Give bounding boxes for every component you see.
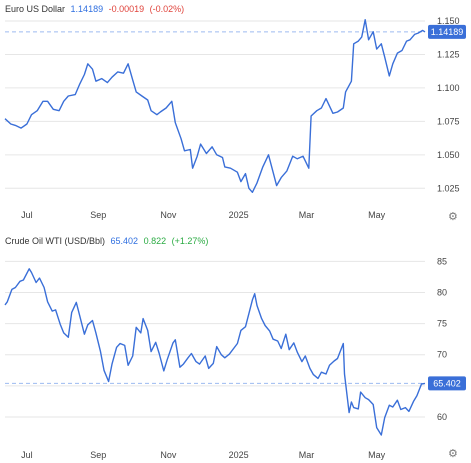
wti-header: Crude Oil WTI (USD/Bbl) 65.402 0.822 (+1… [5, 236, 211, 246]
eurusd-x-tick-label: May [368, 210, 386, 220]
wti-y-tick-label: 70 [437, 350, 447, 360]
wti-y-tick-label: 60 [437, 412, 447, 422]
eurusd-header: Euro US Dollar 1.14189 -0.00019 (-0.02%) [5, 4, 187, 14]
wti-x-tick-label: 2025 [229, 450, 249, 460]
wti-title: Crude Oil WTI (USD/Bbl) [5, 236, 106, 246]
eurusd-x-tick-label: Nov [160, 210, 177, 220]
wti-current-value-label: 65.402 [433, 379, 461, 389]
eurusd-x-tick-label: Mar [299, 210, 315, 220]
wti-x-tick-label: May [368, 450, 386, 460]
eurusd-current-value-badge [428, 24, 466, 39]
eurusd-x-tick-label: Sep [90, 210, 106, 220]
eurusd-current-value-label: 1.14189 [431, 27, 464, 37]
eurusd-line-chart[interactable]: 1.150 1.125 1.100 1.075 1.050 1.025 Jul Sep Nov 2… [0, 0, 471, 228]
eurusd-y-tick-label: 1.025 [437, 183, 460, 193]
eurusd-y-tick-label: 1.050 [437, 150, 460, 160]
wti-line-chart[interactable]: 858075706560JulSepNov2025MarMay65.402 [0, 232, 471, 463]
gear-icon[interactable]: ⚙ [448, 211, 458, 223]
eurusd-x-tick-label: 2025 [229, 210, 249, 220]
wti-y-tick-label: 85 [437, 256, 447, 266]
eurusd-y-tick-label: 1.100 [437, 83, 460, 93]
eurusd-change-pct: (-0.02%) [149, 4, 185, 14]
eurusd-title: Euro US Dollar [5, 4, 66, 14]
eurusd-change: -0.00019 [108, 4, 145, 14]
eurusd-y-tick-label: 1.150 [437, 16, 460, 26]
wti-change: 0.822 [143, 236, 167, 246]
eurusd-chart-panel: Euro US Dollar 1.14189 -0.00019 (-0.02%)… [0, 0, 471, 228]
wti-x-tick-label: Nov [160, 450, 177, 460]
wti-x-tick-label: Mar [299, 450, 315, 460]
eurusd-y-tick-label: 1.075 [437, 116, 460, 126]
eurusd-series-line [4, 19, 426, 194]
eurusd-y-tick-label: 1.125 [437, 49, 460, 59]
wti-series-line [4, 268, 426, 436]
wti-chart-panel: Crude Oil WTI (USD/Bbl) 65.402 0.822 (+1… [0, 232, 471, 463]
eurusd-x-tick-label: Jul [21, 210, 33, 220]
gear-icon[interactable]: ⚙ [448, 448, 458, 460]
wti-y-tick-label: 80 [437, 287, 447, 297]
wti-y-tick-label: 75 [437, 319, 447, 329]
eurusd-price: 1.14189 [70, 4, 104, 14]
wti-x-tick-label: Sep [90, 450, 106, 460]
wti-x-tick-label: Jul [21, 450, 33, 460]
wti-current-value-badge [428, 376, 466, 391]
wti-change-pct: (+1.27%) [171, 236, 209, 246]
wti-price: 65.402 [110, 236, 139, 246]
